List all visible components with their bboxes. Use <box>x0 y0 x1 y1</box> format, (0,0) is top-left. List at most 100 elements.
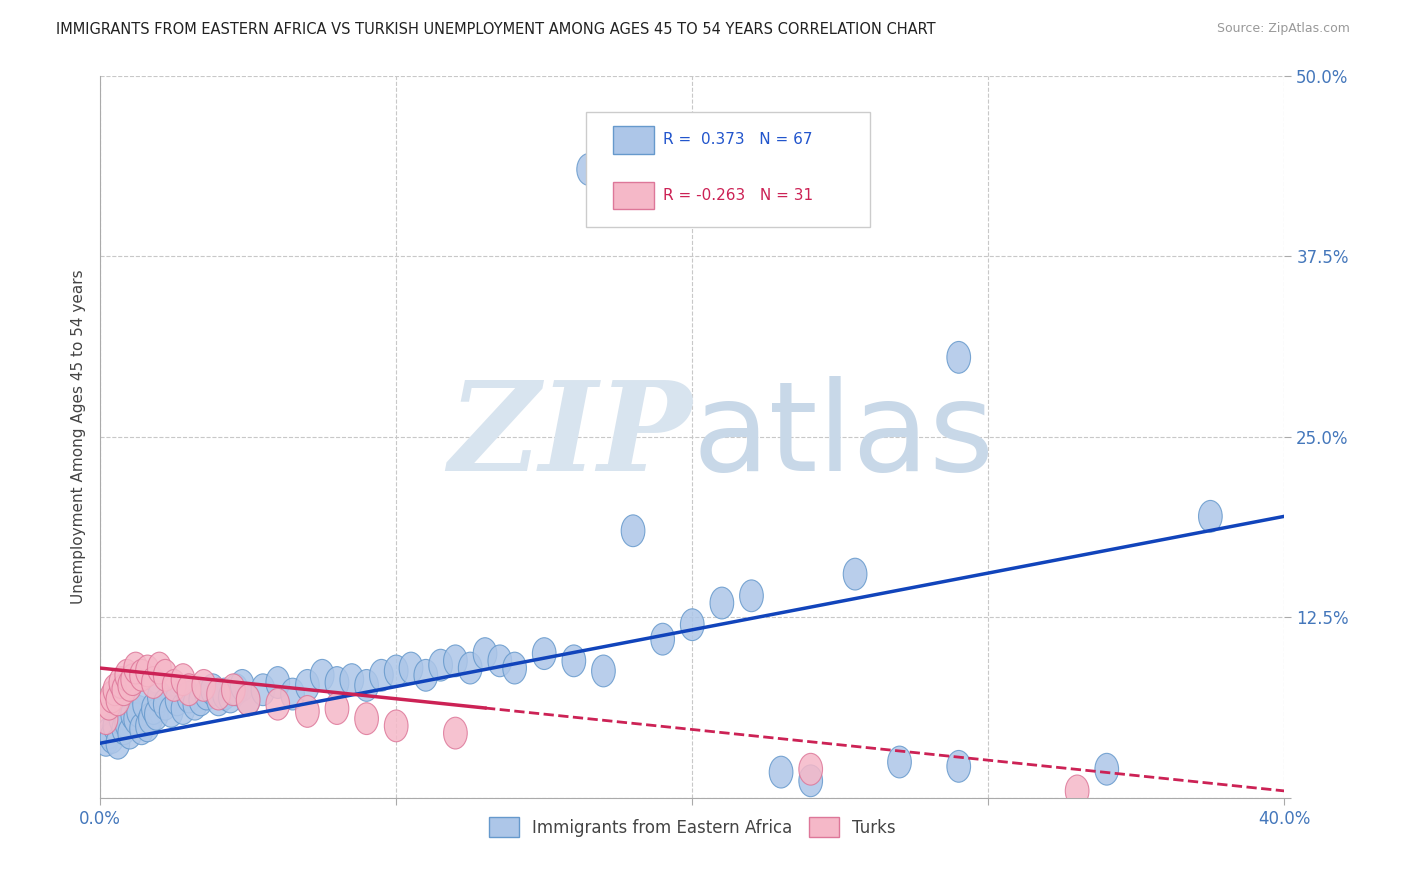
Ellipse shape <box>110 703 132 734</box>
Ellipse shape <box>503 652 526 684</box>
Ellipse shape <box>236 684 260 715</box>
Ellipse shape <box>105 727 129 759</box>
Ellipse shape <box>148 681 172 713</box>
Ellipse shape <box>162 670 186 701</box>
Ellipse shape <box>129 659 153 691</box>
Ellipse shape <box>740 580 763 612</box>
Text: ZIP: ZIP <box>449 376 692 498</box>
Ellipse shape <box>100 722 124 754</box>
Ellipse shape <box>118 670 142 701</box>
Ellipse shape <box>1066 775 1090 806</box>
Ellipse shape <box>207 678 231 710</box>
Ellipse shape <box>325 692 349 724</box>
Ellipse shape <box>97 717 121 749</box>
Ellipse shape <box>887 746 911 778</box>
Ellipse shape <box>474 638 496 670</box>
Ellipse shape <box>121 698 145 731</box>
Ellipse shape <box>384 655 408 687</box>
Ellipse shape <box>354 670 378 701</box>
Ellipse shape <box>105 684 129 715</box>
Ellipse shape <box>103 673 127 706</box>
Ellipse shape <box>946 750 970 782</box>
Ellipse shape <box>266 689 290 720</box>
Ellipse shape <box>112 713 135 745</box>
Ellipse shape <box>188 684 212 715</box>
Ellipse shape <box>429 649 453 681</box>
Ellipse shape <box>97 689 121 720</box>
Ellipse shape <box>153 689 177 720</box>
Ellipse shape <box>112 673 135 706</box>
Ellipse shape <box>399 652 423 684</box>
Ellipse shape <box>710 587 734 619</box>
Ellipse shape <box>103 710 127 742</box>
Ellipse shape <box>145 698 169 731</box>
Ellipse shape <box>488 645 512 677</box>
Ellipse shape <box>115 659 139 691</box>
Ellipse shape <box>172 692 195 724</box>
FancyBboxPatch shape <box>613 126 654 153</box>
Ellipse shape <box>295 670 319 701</box>
Legend: Immigrants from Eastern Africa, Turks: Immigrants from Eastern Africa, Turks <box>482 810 903 844</box>
Ellipse shape <box>177 673 201 706</box>
Ellipse shape <box>325 666 349 698</box>
Ellipse shape <box>212 678 236 710</box>
Ellipse shape <box>153 659 177 691</box>
Ellipse shape <box>844 558 868 590</box>
Ellipse shape <box>295 696 319 727</box>
Ellipse shape <box>236 684 260 715</box>
Ellipse shape <box>340 664 364 696</box>
Ellipse shape <box>142 666 166 698</box>
Ellipse shape <box>266 666 290 698</box>
Ellipse shape <box>142 692 166 724</box>
Ellipse shape <box>121 664 145 696</box>
Ellipse shape <box>1198 500 1222 533</box>
Ellipse shape <box>621 515 645 547</box>
Ellipse shape <box>1095 754 1119 785</box>
Ellipse shape <box>252 673 274 706</box>
Ellipse shape <box>681 609 704 640</box>
Ellipse shape <box>118 717 142 749</box>
FancyBboxPatch shape <box>586 112 870 227</box>
Ellipse shape <box>218 681 242 713</box>
Ellipse shape <box>576 153 600 186</box>
Ellipse shape <box>94 703 118 734</box>
Ellipse shape <box>115 707 139 739</box>
Ellipse shape <box>177 681 201 713</box>
Ellipse shape <box>533 638 555 670</box>
Ellipse shape <box>384 710 408 742</box>
Ellipse shape <box>354 703 378 734</box>
Ellipse shape <box>443 717 467 749</box>
Ellipse shape <box>135 655 159 687</box>
Ellipse shape <box>166 684 188 715</box>
Ellipse shape <box>124 652 148 684</box>
Ellipse shape <box>799 765 823 797</box>
Ellipse shape <box>281 678 305 710</box>
Ellipse shape <box>225 673 249 706</box>
Ellipse shape <box>222 673 245 706</box>
Ellipse shape <box>110 666 132 698</box>
Y-axis label: Unemployment Among Ages 45 to 54 years: Unemployment Among Ages 45 to 54 years <box>72 269 86 604</box>
Ellipse shape <box>413 659 437 691</box>
Ellipse shape <box>769 756 793 788</box>
Text: R =  0.373   N = 67: R = 0.373 N = 67 <box>662 132 813 147</box>
Ellipse shape <box>231 670 254 701</box>
Text: Source: ZipAtlas.com: Source: ZipAtlas.com <box>1216 22 1350 36</box>
Ellipse shape <box>94 724 118 756</box>
Ellipse shape <box>799 754 823 785</box>
Ellipse shape <box>443 645 467 677</box>
Ellipse shape <box>311 659 335 691</box>
Ellipse shape <box>139 703 162 734</box>
Ellipse shape <box>592 655 616 687</box>
Ellipse shape <box>946 342 970 373</box>
Ellipse shape <box>370 659 394 691</box>
Ellipse shape <box>651 624 675 655</box>
Text: R = -0.263   N = 31: R = -0.263 N = 31 <box>662 188 813 203</box>
Text: IMMIGRANTS FROM EASTERN AFRICA VS TURKISH UNEMPLOYMENT AMONG AGES 45 TO 54 YEARS: IMMIGRANTS FROM EASTERN AFRICA VS TURKIS… <box>56 22 936 37</box>
Ellipse shape <box>207 684 231 715</box>
Ellipse shape <box>562 645 586 677</box>
Text: atlas: atlas <box>692 376 994 498</box>
Ellipse shape <box>201 673 225 706</box>
Ellipse shape <box>124 703 148 734</box>
Ellipse shape <box>132 689 156 720</box>
Ellipse shape <box>191 670 215 701</box>
